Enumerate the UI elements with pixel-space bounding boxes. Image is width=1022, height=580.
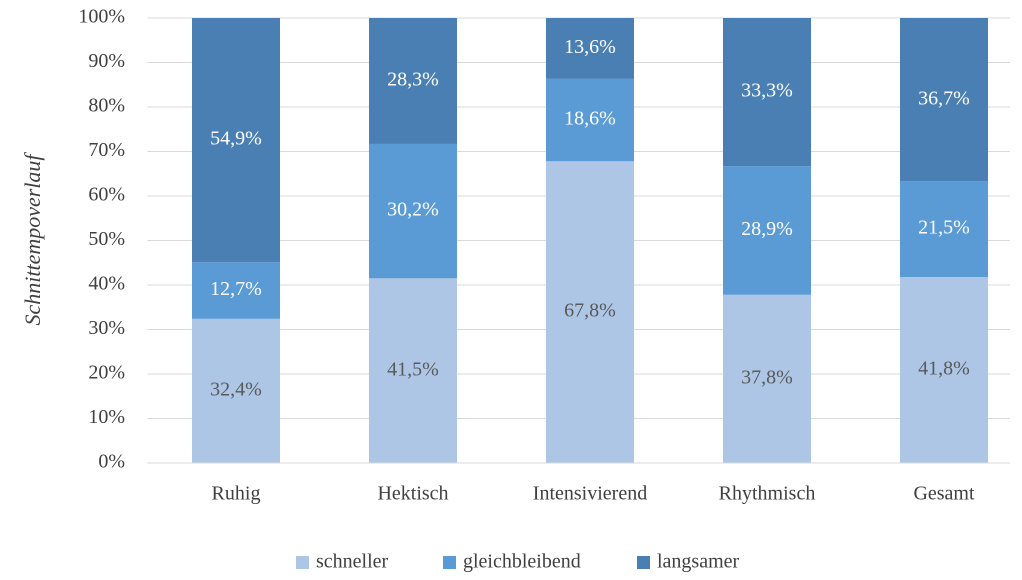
bar-segment — [369, 18, 457, 144]
data-label: 36,7% — [918, 87, 970, 109]
bar-segment — [192, 18, 280, 263]
y-tick-label: 0% — [98, 451, 125, 473]
bar-segment — [369, 143, 457, 279]
data-label: 67,8% — [564, 300, 616, 322]
data-label: 41,5% — [387, 358, 439, 380]
bar-segment — [192, 262, 280, 319]
data-label: 33,3% — [741, 80, 793, 102]
y-tick-label: 30% — [88, 317, 125, 339]
legend-swatch — [296, 556, 309, 569]
data-label: 37,8% — [741, 366, 793, 388]
y-axis-title: Schnittempoverlauf — [20, 152, 45, 326]
bar-segment — [369, 278, 457, 463]
bar-segment — [900, 181, 988, 277]
y-tick-label: 100% — [78, 6, 125, 28]
bar-segment — [546, 78, 634, 162]
legend-label: schneller — [316, 551, 389, 573]
bar-segment — [723, 166, 811, 295]
data-label: 12,7% — [210, 278, 262, 300]
data-label: 54,9% — [210, 128, 262, 150]
x-tick-label: Intensivierend — [533, 483, 647, 505]
x-tick-label: Ruhig — [212, 483, 261, 505]
y-tick-label: 80% — [88, 95, 125, 117]
y-tick-label: 40% — [88, 273, 125, 295]
data-label: 28,3% — [387, 69, 439, 91]
legend-label: gleichbleibend — [463, 551, 581, 573]
data-label: 32,4% — [210, 379, 262, 401]
bar-segment — [723, 294, 811, 463]
bar-segment — [546, 161, 634, 464]
data-label: 13,6% — [564, 36, 616, 58]
data-label: 41,8% — [918, 358, 970, 380]
y-tick-label: 50% — [88, 228, 125, 250]
y-tick-label: 10% — [88, 406, 125, 428]
data-label: 18,6% — [564, 107, 616, 129]
bar-segment — [900, 276, 988, 463]
bar-segment — [192, 318, 280, 463]
x-tick-label: Hektisch — [377, 483, 448, 505]
y-tick-label: 90% — [88, 50, 125, 72]
bar-segment — [723, 18, 811, 167]
data-label: 21,5% — [918, 217, 970, 239]
bar-segment — [546, 18, 634, 79]
y-tick-label: 60% — [88, 184, 125, 206]
legend-swatch — [637, 556, 650, 569]
data-label: 28,9% — [741, 218, 793, 240]
x-tick-label: Gesamt — [913, 483, 975, 505]
x-tick-label: Rhythmisch — [719, 483, 816, 505]
legend-swatch — [443, 556, 456, 569]
y-tick-label: 20% — [88, 362, 125, 384]
bar-segment — [900, 18, 988, 182]
legend-label: langsamer — [657, 551, 740, 573]
y-tick-label: 70% — [88, 139, 125, 161]
data-label: 30,2% — [387, 199, 439, 221]
